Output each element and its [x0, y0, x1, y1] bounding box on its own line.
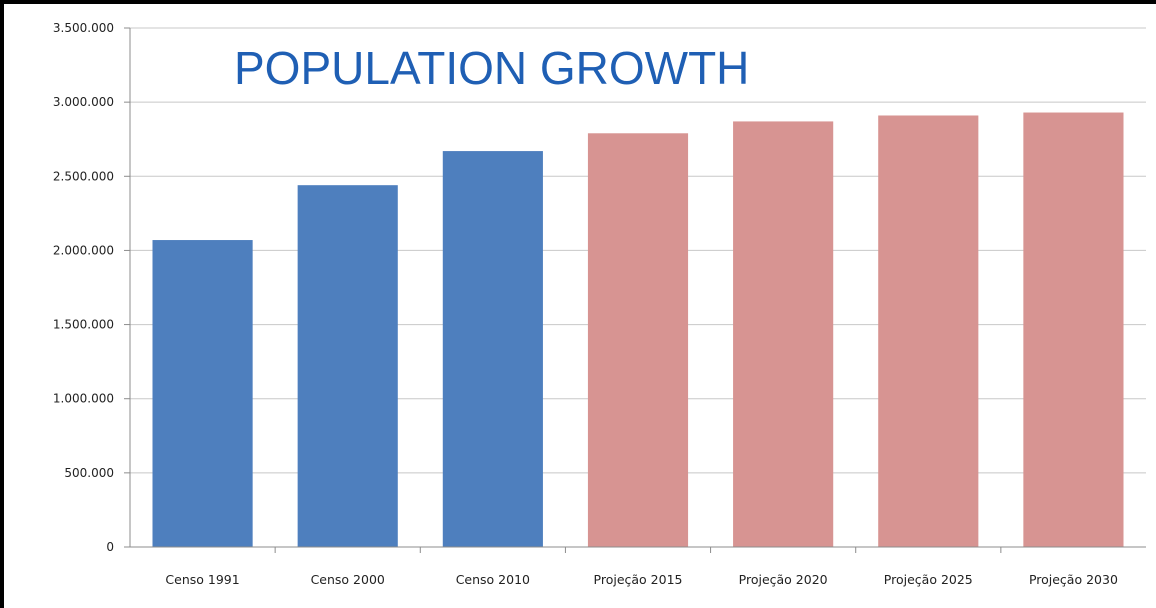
x-tick-label: Projeção 2025	[884, 572, 973, 587]
y-tick-label: 2.500.000	[53, 169, 114, 183]
bar-censo-2000	[297, 185, 398, 547]
bar-censo-2010	[442, 151, 543, 547]
bar-proje-o-2030	[1023, 112, 1124, 547]
y-tick-label: 3.500.000	[53, 21, 114, 35]
y-tick-label: 1.500.000	[53, 318, 114, 332]
x-tick-label: Projeção 2030	[1029, 572, 1118, 587]
bar-proje-o-2025	[878, 115, 979, 547]
chart-title: POPULATION GROWTH	[234, 42, 749, 94]
x-tick-label: Censo 1991	[165, 572, 239, 587]
labels: 0 500.000 1.000.000 1.500.000 2.000.000 2.500…	[53, 21, 1118, 587]
x-tick-label: Projeção 2020	[739, 572, 828, 587]
axes	[124, 27, 1146, 553]
x-tick-label: Projeção 2015	[594, 572, 683, 587]
chart-frame: 0 500.000 1.000.000 1.500.000 2.000.000 2.500…	[4, 4, 1156, 608]
x-tick-label: Censo 2010	[456, 572, 530, 587]
bars	[152, 112, 1124, 548]
y-tick-label: 0	[106, 540, 114, 554]
x-tick-label: Censo 2000	[311, 572, 385, 587]
bar-censo-1991	[152, 240, 253, 547]
y-tick-label: 500.000	[64, 466, 114, 480]
bar-proje-o-2020	[733, 121, 834, 548]
bar-proje-o-2015	[587, 133, 689, 548]
y-tick-label: 3.000.000	[53, 95, 114, 109]
y-tick-label: 1.000.000	[53, 392, 114, 406]
population-bar-chart: 0 500.000 1.000.000 1.500.000 2.000.000 2.500…	[53, 21, 1146, 587]
y-tick-label: 2.000.000	[53, 243, 114, 257]
